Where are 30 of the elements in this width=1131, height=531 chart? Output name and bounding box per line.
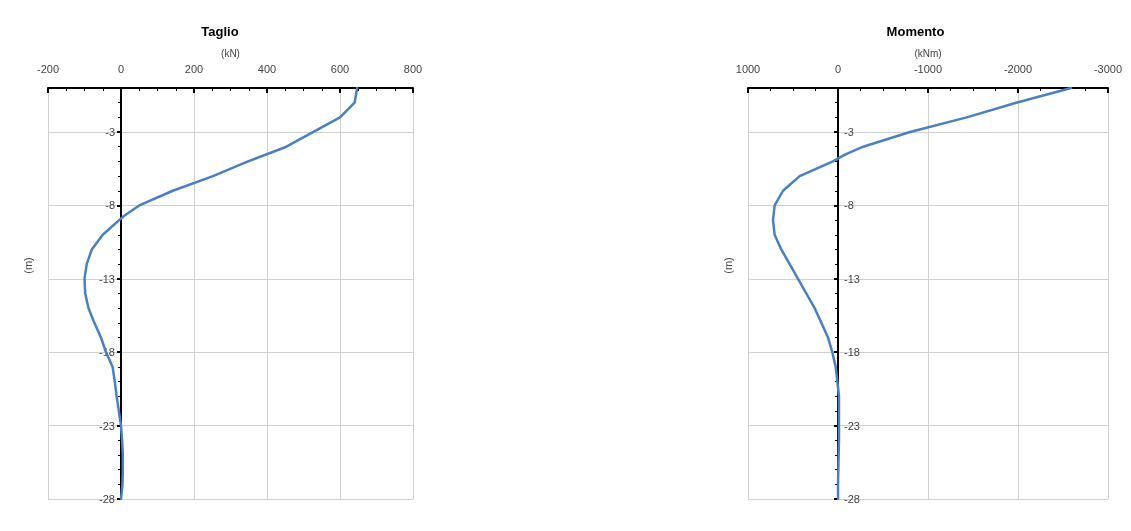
- x-axis-title: (kNm): [914, 47, 942, 59]
- y-axis-title: (m): [21, 257, 34, 274]
- x-tick-label: -200: [36, 62, 60, 75]
- line-series: [83, 86, 359, 501]
- x-tick-label: 0: [117, 62, 125, 75]
- y-tick-label: -23: [844, 419, 860, 432]
- y-tick-label: -18: [844, 346, 860, 359]
- y-tick-label: -8: [105, 199, 115, 212]
- y-tick-label: -13: [844, 272, 860, 285]
- y-tick-label: -3: [105, 126, 115, 139]
- x-tick-label: -3000: [1093, 62, 1123, 75]
- line-series: [771, 86, 1073, 501]
- y-tick-label: -13: [99, 272, 115, 285]
- x-tick-label: 400: [257, 62, 277, 75]
- x-tick-label: -2000: [1003, 62, 1033, 75]
- x-axis-title: (kN): [221, 47, 240, 59]
- y-tick-label: -28: [99, 493, 115, 505]
- x-tick-label: -1000: [913, 62, 943, 75]
- x-tick-label: 800: [403, 62, 423, 75]
- x-tick-label: 0: [834, 62, 842, 75]
- y-axis-title: (m): [721, 257, 734, 274]
- x-tick-label: 1000: [735, 62, 761, 75]
- y-tick-label: -8: [844, 199, 854, 212]
- y-tick-label: -3: [844, 126, 854, 139]
- y-tick-label: -28: [844, 493, 860, 505]
- chart-title: Momento: [886, 24, 945, 39]
- y-tick-label: -23: [99, 419, 115, 432]
- x-tick-label: 200: [184, 62, 204, 75]
- chart-title: Taglio: [201, 24, 239, 39]
- x-tick-label: 600: [330, 62, 350, 75]
